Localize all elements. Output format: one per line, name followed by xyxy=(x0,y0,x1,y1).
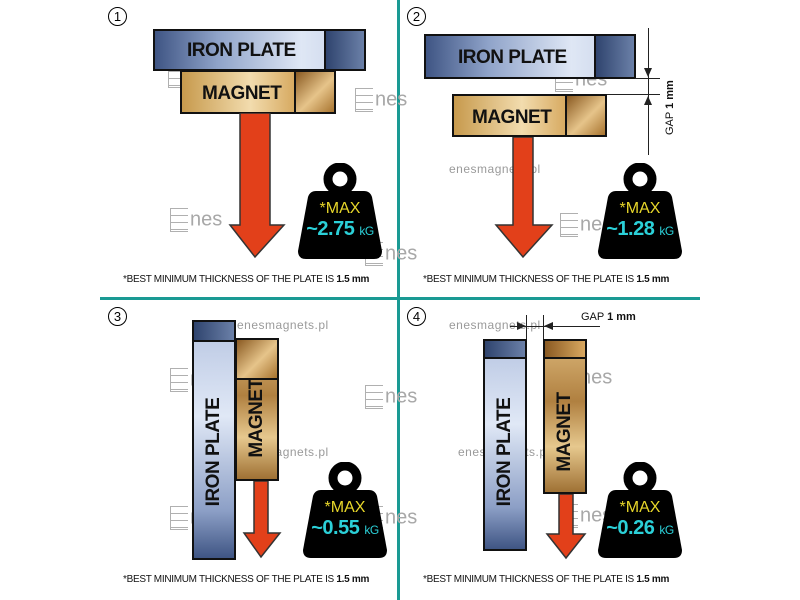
gap-extension-line xyxy=(635,78,660,79)
max-label: *MAX xyxy=(319,200,361,217)
gap-label: GAP 1 mm xyxy=(664,80,676,135)
iron-plate-label: IRON PLATE xyxy=(187,40,296,61)
enes-logo-watermark: nes xyxy=(170,208,222,232)
arrow-down-icon xyxy=(644,68,652,77)
iron-plate xyxy=(483,339,527,551)
footnote: *BEST MINIMUM THICKNESS OF THE PLATE IS … xyxy=(123,574,370,585)
footnote: *BEST MINIMUM THICKNESS OF THE PLATE IS … xyxy=(423,574,670,585)
enes-logo-watermark: nes xyxy=(365,385,417,409)
gap-label: GAP 1 mm xyxy=(581,311,636,323)
footnote: *BEST MINIMUM THICKNESS OF THE PLATE IS … xyxy=(123,274,370,285)
max-force-value: ~0.55 kG xyxy=(311,517,379,539)
gap-dimension-line xyxy=(510,326,600,327)
magnet-label: MAGNET xyxy=(554,392,575,472)
footnote: *BEST MINIMUM THICKNESS OF THE PLATE IS … xyxy=(423,274,670,285)
panel-number: 2 xyxy=(407,7,426,26)
force-arrow-icon xyxy=(545,494,587,560)
iron-plate-label: IRON PLATE xyxy=(494,397,515,507)
weight-icon xyxy=(298,163,382,259)
arrow-right-icon xyxy=(517,322,526,330)
iron-plate-label: IRON PLATE xyxy=(458,47,567,68)
max-force-value: ~0.26 kG xyxy=(606,517,674,539)
enes-logo-watermark: nes xyxy=(355,88,407,112)
magnet-label: MAGNET xyxy=(472,107,552,128)
magnet: MAGNET xyxy=(452,94,607,137)
weight-icon xyxy=(598,163,682,259)
weight-icon xyxy=(598,462,682,558)
panel-number: 1 xyxy=(108,7,127,26)
weight-icon xyxy=(303,462,387,558)
max-label: *MAX xyxy=(619,200,661,217)
magnet-label: MAGNET xyxy=(246,378,267,458)
horizontal-divider xyxy=(100,297,700,300)
vertical-divider xyxy=(397,0,400,600)
url-watermark: enesmagnets.pl xyxy=(237,318,329,332)
magnet xyxy=(235,338,279,481)
iron-plate-label: IRON PLATE xyxy=(203,397,224,507)
max-label: *MAX xyxy=(324,499,366,516)
panel-number: 3 xyxy=(108,307,127,326)
max-label: *MAX xyxy=(619,499,661,516)
max-force-value: ~1.28 kG xyxy=(606,218,674,240)
force-arrow-icon xyxy=(494,137,554,259)
panel-number: 4 xyxy=(407,307,426,326)
magnet-label: MAGNET xyxy=(202,83,282,104)
arrow-left-icon xyxy=(544,322,553,330)
magnet xyxy=(543,339,587,494)
force-arrow-icon xyxy=(228,113,286,259)
gap-dimension-line xyxy=(648,28,649,155)
gap-extension-line xyxy=(607,94,660,95)
iron-plate: IRON PLATE xyxy=(424,34,636,79)
magnet: MAGNET xyxy=(180,70,336,114)
gap-extension-line xyxy=(543,315,544,339)
gap-extension-line xyxy=(526,315,527,339)
force-arrow-icon xyxy=(242,481,282,559)
max-force-value: ~2.75 kG xyxy=(306,218,374,240)
iron-plate: IRON PLATE xyxy=(153,29,366,71)
arrow-up-icon xyxy=(644,96,652,105)
